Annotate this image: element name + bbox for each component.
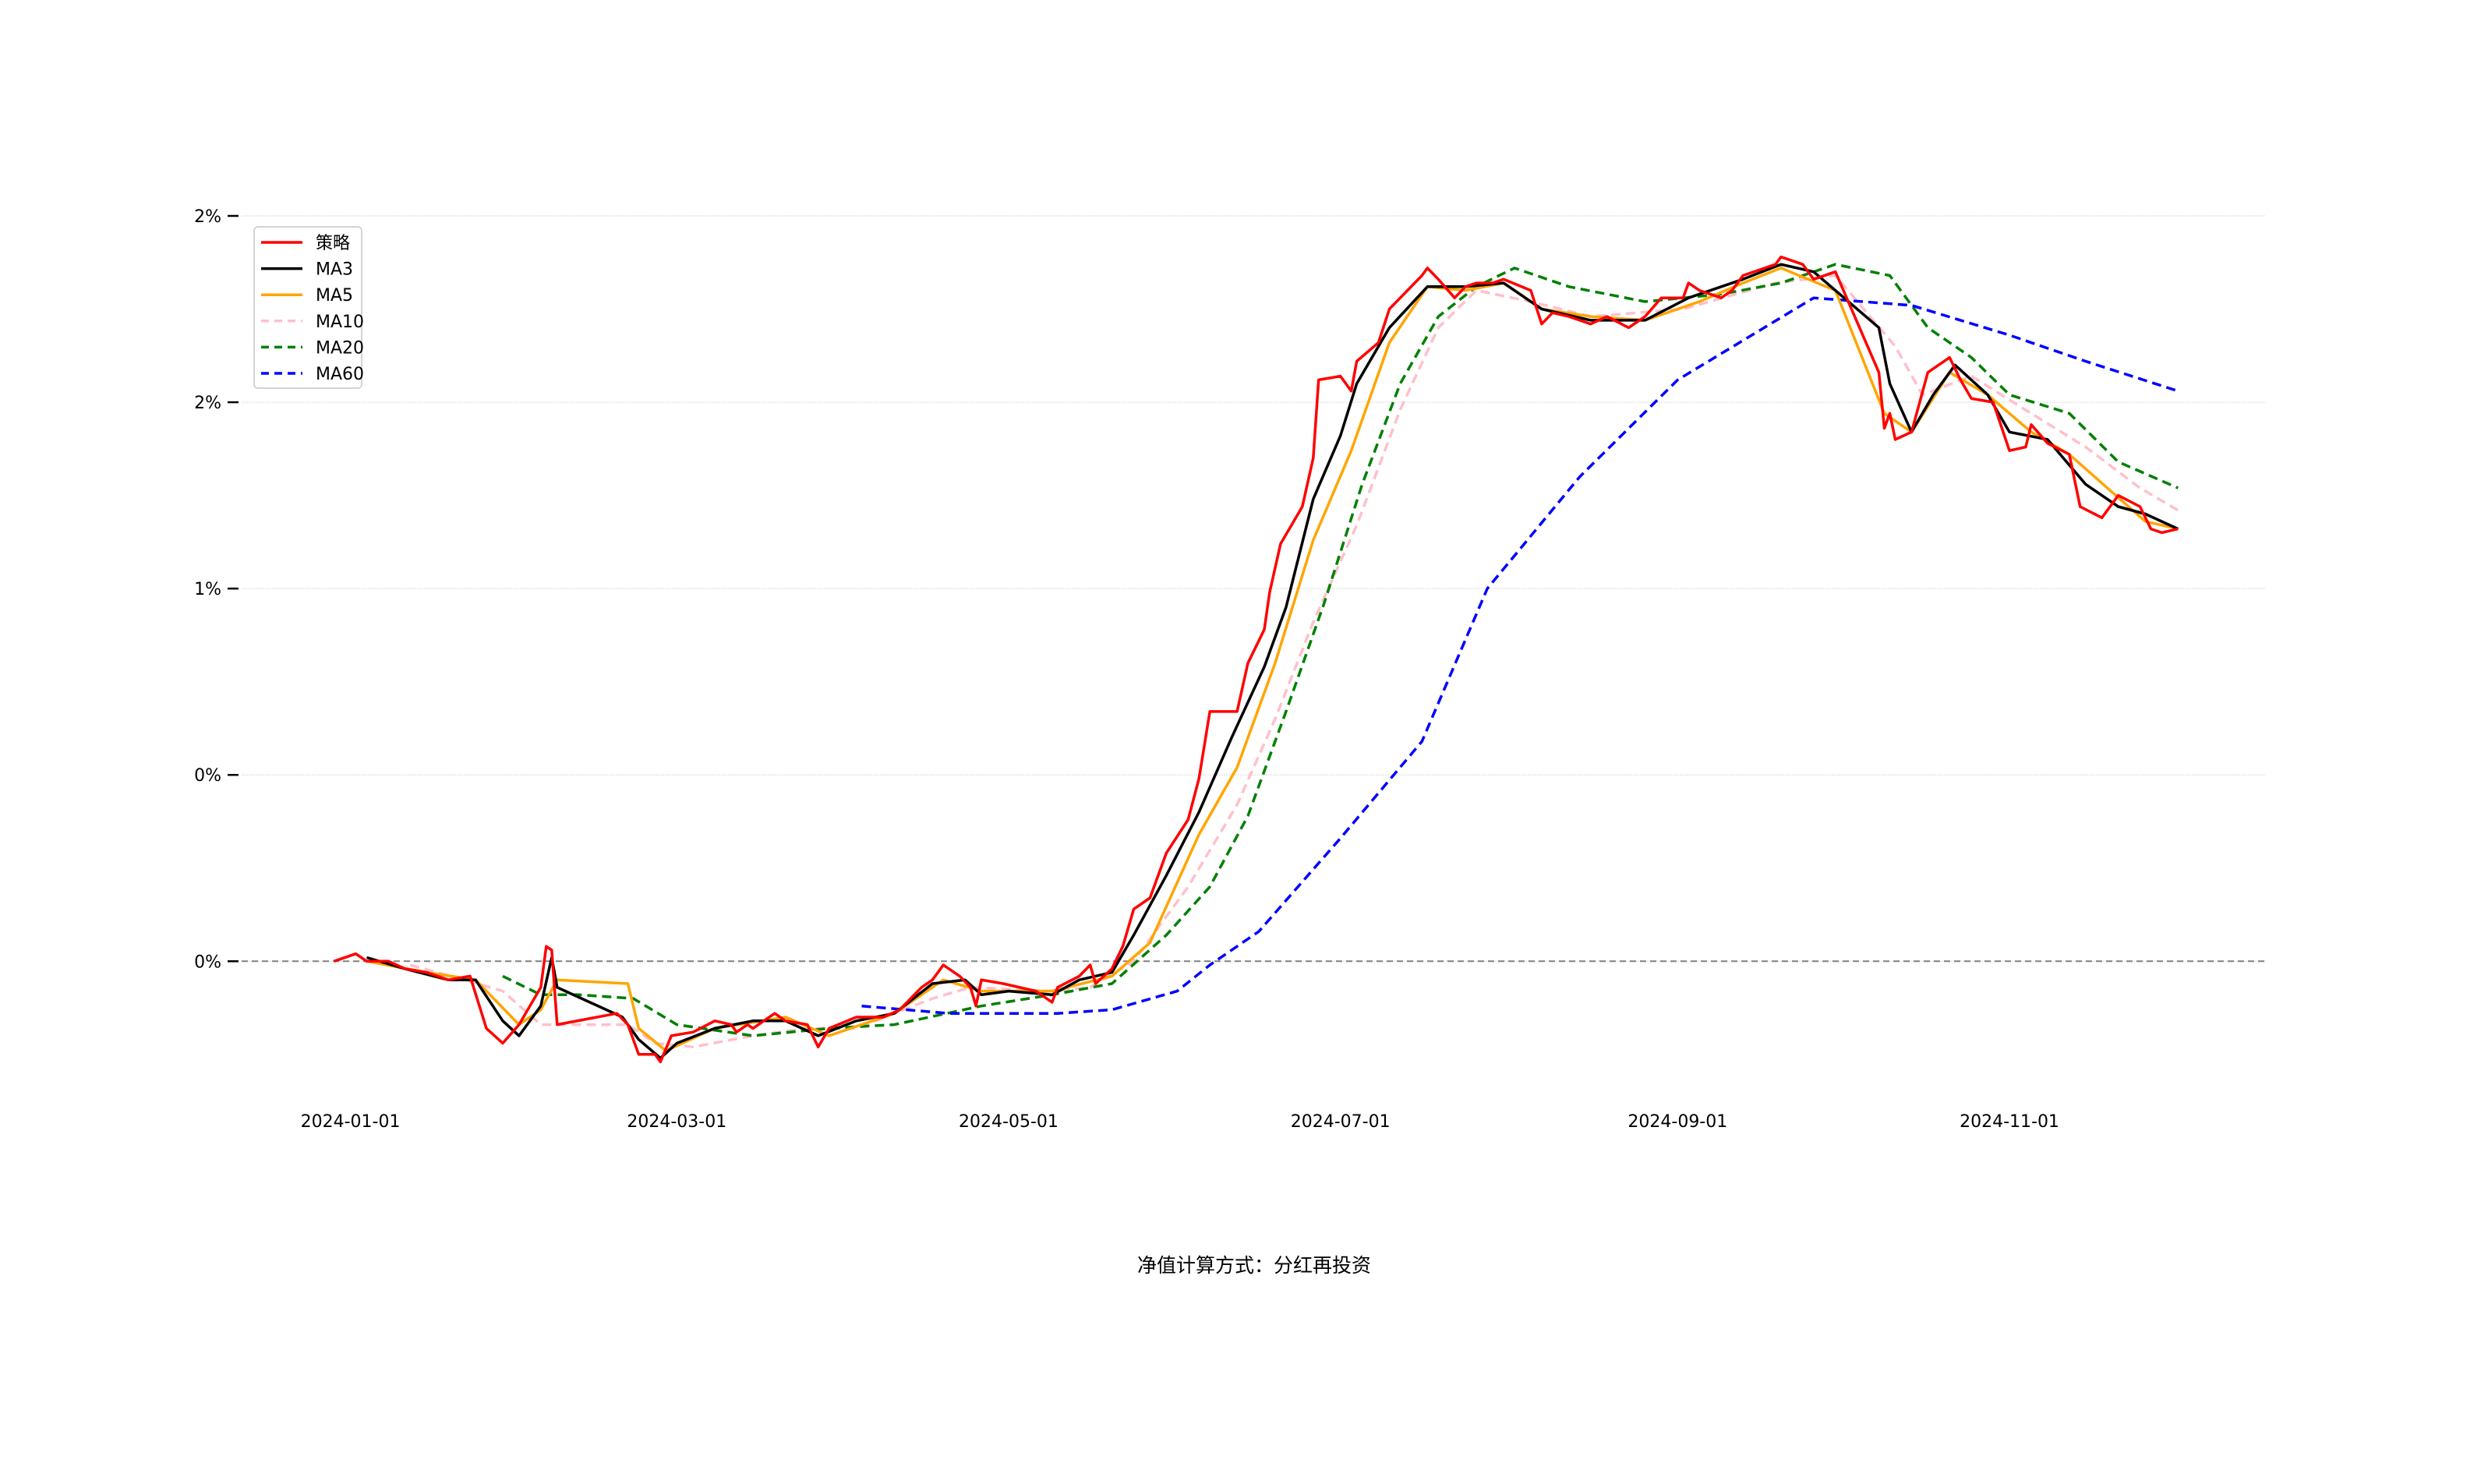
legend-item: MA60 (261, 365, 364, 384)
y-tick-label: 0% (194, 766, 221, 786)
x-tick-label: 2024-11-01 (1960, 1112, 2059, 1132)
y-axis: 2% 2% 1% 0% 0% (194, 207, 239, 972)
y-tick-label: 1% (194, 580, 221, 599)
series-line-ma60 (861, 296, 2179, 1015)
y-tick-label: 2% (194, 394, 221, 413)
x-axis: 2024-01-01 2024-03-01 2024-05-01 2024-07-01… (301, 1112, 2059, 1132)
x-tick-label: 2024-05-01 (959, 1112, 1059, 1132)
legend-item: MA3 (261, 260, 353, 280)
legend: 策略 MA3 MA5 MA10 MA20 MA60 (253, 226, 364, 389)
legend-item: MA10 (261, 313, 364, 332)
legend-item: MA20 (261, 338, 364, 358)
series-lines (334, 255, 2179, 1064)
x-axis-label: 净值计算方式：分红再投资 (1137, 1254, 1371, 1277)
legend-item: MA5 (261, 286, 353, 306)
series-line-ma3 (366, 263, 2179, 1060)
series-line-ma10 (409, 274, 2179, 1049)
grid (242, 215, 2265, 963)
legend-item: 策略 (261, 234, 350, 253)
legend-label: 策略 (316, 234, 350, 253)
y-tick-label: 0% (194, 952, 221, 972)
legend-label: MA60 (316, 365, 364, 384)
x-tick-label: 2024-07-01 (1291, 1112, 1391, 1132)
legend-label: MA20 (316, 338, 364, 358)
series-line-ma5 (366, 267, 2179, 1052)
x-tick-label: 2024-09-01 (1628, 1112, 1727, 1132)
x-tick-label: 2024-03-01 (627, 1112, 726, 1132)
legend-label: MA3 (316, 260, 353, 280)
x-tick-label: 2024-01-01 (301, 1112, 401, 1132)
legend-label: MA5 (316, 286, 353, 306)
series-line-ma20 (502, 263, 2179, 1037)
y-tick-label: 2% (194, 207, 221, 227)
series-line-策略 (334, 255, 2179, 1064)
legend-label: MA10 (316, 313, 364, 332)
